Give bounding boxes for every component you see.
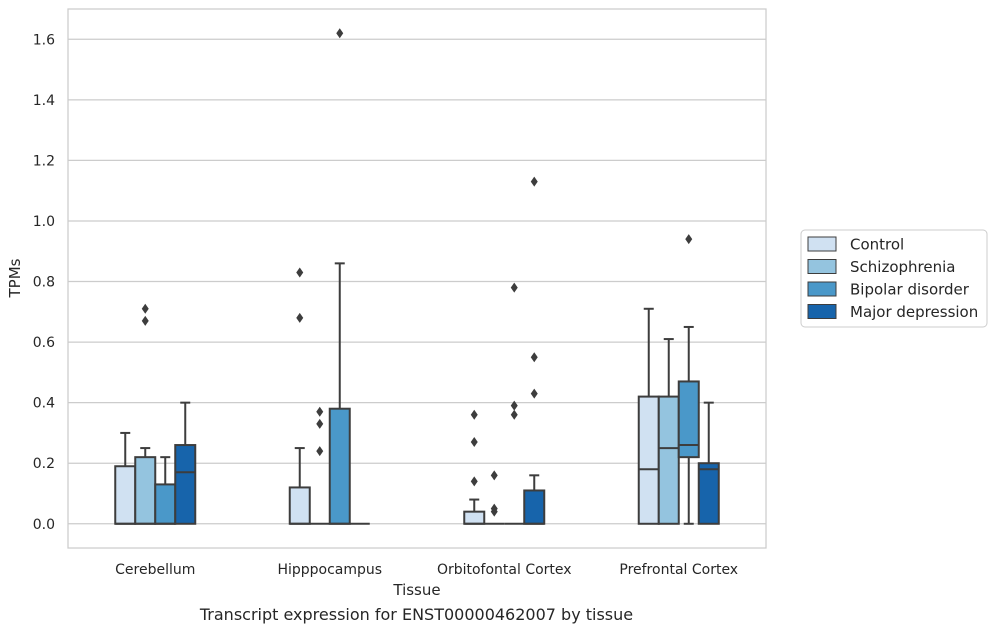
box-major-depression xyxy=(523,176,546,525)
outlier-point xyxy=(316,406,324,417)
outlier-point xyxy=(296,312,304,323)
box-control xyxy=(114,431,137,525)
outlier-point xyxy=(530,352,538,363)
y-tick-label: 0.6 xyxy=(33,335,55,351)
outlier-point xyxy=(490,470,498,481)
x-tick-label: Cerebellum xyxy=(115,562,195,578)
box-bipolar-disorder xyxy=(504,282,525,525)
box-schizophrenia xyxy=(484,470,505,525)
y-tick-label: 1.0 xyxy=(33,214,55,230)
y-tick-label: 0.4 xyxy=(33,396,55,412)
legend-swatch xyxy=(807,281,837,297)
box-bipolar-disorder xyxy=(677,234,700,525)
plot-area xyxy=(114,28,720,525)
outlier-point xyxy=(490,503,498,514)
x-tick-label: Prefrontal Cortex xyxy=(619,562,738,578)
box-body xyxy=(134,456,157,525)
outlier-point xyxy=(530,176,538,187)
x-axis-title: Tissue xyxy=(392,581,440,599)
outlier-point xyxy=(510,400,518,411)
box-body xyxy=(174,444,197,525)
box-body xyxy=(288,486,311,525)
outlier-point xyxy=(141,303,149,314)
box-bipolar-disorder xyxy=(154,456,177,525)
y-axis-ticks: 0.0 0.2 0.4 0.6 0.8 1.0 1.2 1.4 1.6 xyxy=(33,32,55,532)
figure-caption: Transcript expression for ENST0000046200… xyxy=(199,605,634,624)
legend: Control Schizophrenia Bipolar disorder Majo… xyxy=(800,229,988,328)
x-axis-ticks: Cerebellum Hipppocampus Orbitofontal Corte… xyxy=(115,562,738,578)
outlier-point xyxy=(316,418,324,429)
outlier-point xyxy=(470,476,478,487)
box-control xyxy=(288,267,311,525)
legend-swatch xyxy=(807,259,837,274)
outlier-point xyxy=(336,28,344,39)
box-schizophrenia xyxy=(657,338,680,525)
box-body xyxy=(637,395,660,525)
box-control xyxy=(637,307,660,525)
plot-frame xyxy=(67,8,767,549)
box-body xyxy=(657,395,680,525)
outlier-point xyxy=(141,315,149,326)
box-body xyxy=(114,465,137,525)
legend-label: Control xyxy=(850,236,904,254)
outlier-point xyxy=(510,282,518,293)
box-schizophrenia xyxy=(134,303,157,525)
box-schizophrenia xyxy=(309,406,330,525)
y-tick-label: 0.2 xyxy=(33,456,55,472)
outlier-point xyxy=(296,267,304,278)
box-major-depression xyxy=(174,401,197,525)
x-tick-label: Orbitofontal Cortex xyxy=(437,562,572,578)
y-tick-label: 0.8 xyxy=(33,275,55,291)
outlier-point xyxy=(685,234,693,245)
box-body xyxy=(697,462,720,525)
box-major-depression xyxy=(697,401,720,525)
legend-frame xyxy=(800,229,988,328)
box-body xyxy=(463,510,486,525)
outlier-point xyxy=(530,388,538,399)
box-control xyxy=(463,409,486,525)
x-tick-label: Hipppocampus xyxy=(277,562,382,578)
outlier-point xyxy=(510,409,518,420)
legend-label: Schizophrenia xyxy=(850,258,955,276)
legend-label: Major depression xyxy=(850,303,978,321)
box-body xyxy=(677,380,700,459)
box-body xyxy=(328,407,351,525)
outlier-point xyxy=(470,409,478,420)
y-axis-title: TPMs xyxy=(6,258,24,298)
outlier-point xyxy=(316,446,324,457)
box-bipolar-disorder xyxy=(328,28,351,525)
legend-swatch xyxy=(807,304,837,319)
y-tick-label: 0.0 xyxy=(33,517,55,533)
y-tick-label: 1.4 xyxy=(33,93,55,109)
legend-label: Bipolar disorder xyxy=(850,281,970,299)
box-body xyxy=(154,483,177,525)
y-tick-label: 1.2 xyxy=(33,153,55,169)
legend-swatch xyxy=(807,236,837,252)
y-tick-label: 1.6 xyxy=(33,32,55,48)
box-body xyxy=(523,489,546,525)
outlier-point xyxy=(470,437,478,448)
